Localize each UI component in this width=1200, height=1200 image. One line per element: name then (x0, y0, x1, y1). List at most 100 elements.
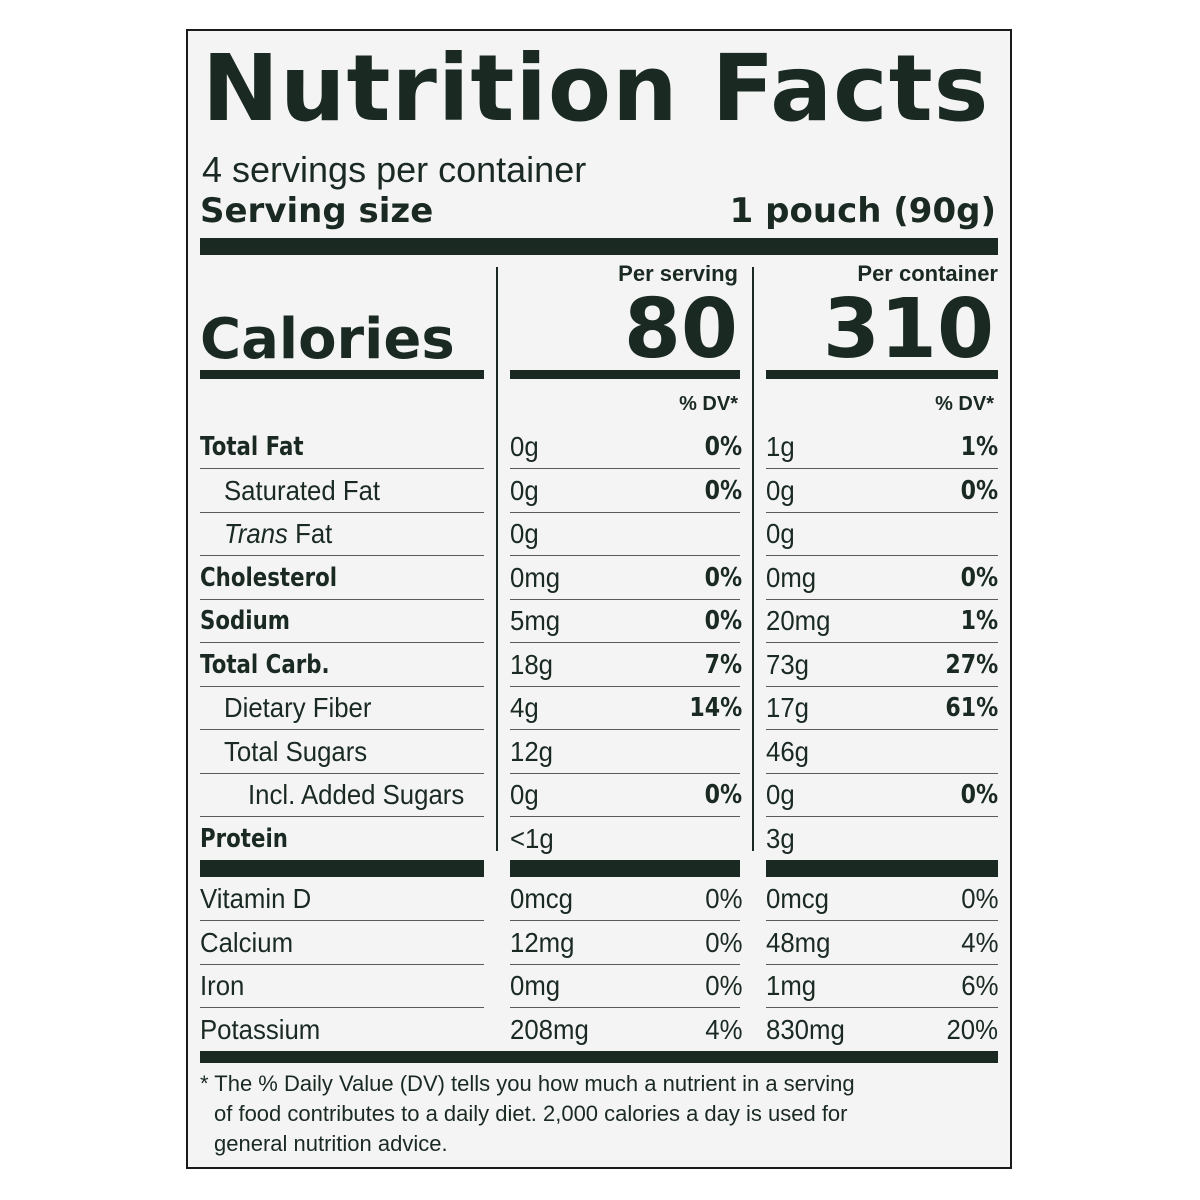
serving-dv: 7% (704, 649, 742, 680)
panel-title: Nutrition Facts (202, 35, 990, 142)
row-rule (766, 816, 998, 817)
container-amount: 48mg (766, 926, 831, 958)
nutrient-name-italic: Trans (224, 518, 288, 549)
row-rule (766, 511, 998, 513)
container-dv: 0% (960, 475, 998, 506)
container-dv: 4% (960, 926, 998, 958)
nutrient-name: Sodium (200, 606, 290, 636)
container-amount: 73g (766, 648, 809, 680)
row-rule (766, 1007, 998, 1008)
row-rule (200, 1007, 484, 1008)
row-rule (766, 685, 998, 687)
row-rule (200, 555, 484, 556)
row-rule (510, 468, 740, 469)
row-rule (510, 555, 740, 556)
vitamin-name: Potassium (200, 1013, 321, 1045)
serving-dv: 14% (689, 693, 742, 723)
vitamin-row: Potassium 208mg 4% 830mg 20% (188, 1009, 1014, 1052)
serving-dv: 0% (704, 926, 742, 958)
serving-dv: 0% (704, 780, 742, 810)
vitamin-name: Iron (200, 970, 245, 1001)
row-rule (200, 772, 484, 774)
serving-size-value: 1 pouch (90g) (729, 191, 996, 231)
nutrient-name: Dietary Fiber (224, 692, 372, 723)
row-rule (200, 598, 484, 600)
nutrient-name: Incl. Added Sugars (248, 779, 465, 810)
per-container-header: Per container (857, 261, 998, 286)
serving-amount: 5mg (510, 605, 561, 636)
row-rule (200, 729, 484, 730)
serving-amount: 0g (510, 779, 539, 810)
row-rule (766, 963, 998, 965)
serving-amount: 12mg (510, 926, 575, 958)
row-rule (510, 642, 740, 643)
row-rule (766, 772, 998, 774)
nutrient-row: Saturated Fat 0g 0% 0g 0% (188, 470, 1014, 513)
container-dv: 1% (960, 606, 998, 636)
serving-amount: 208mg (510, 1013, 589, 1045)
serving-amount: 18g (510, 648, 553, 680)
row-rule (766, 920, 998, 921)
row-rule (510, 772, 740, 774)
container-dv: 20% (946, 1013, 998, 1045)
serving-size-label: Serving size (200, 191, 434, 231)
servings-per-container: 4 servings per container (202, 149, 587, 190)
row-rule (510, 1007, 740, 1008)
row-rule (510, 511, 740, 513)
container-amount: 0g (766, 779, 795, 810)
serving-amount: 4g (510, 692, 539, 723)
row-rule (510, 920, 740, 921)
nutrient-row: Protein <1g 3g (188, 818, 1014, 861)
dv-header-container: % DV* (935, 393, 994, 415)
container-amount: 20mg (766, 605, 831, 636)
nutrient-row: Total Sugars 12g 46g (188, 731, 1014, 774)
vitamin-row: Iron 0mg 0% 1mg 6% (188, 965, 1014, 1008)
container-amount: 0mg (766, 561, 817, 593)
nutrient-name: Cholesterol (200, 562, 338, 593)
row-rule (200, 920, 484, 921)
nutrient-name: Total Fat (200, 432, 304, 462)
footnote-line: general nutrition advice. (214, 1131, 448, 1156)
nutrient-row: Sodium 5mg 0% 20mg 1% (188, 600, 1014, 643)
row-rule (766, 729, 998, 730)
container-amount: 0g (766, 474, 795, 506)
row-rule (510, 963, 740, 965)
container-dv: 0% (960, 883, 998, 914)
container-amount: 17g (766, 692, 809, 723)
nutrient-row: Incl. Added Sugars 0g 0% 0g 0% (188, 774, 1014, 817)
serving-dv: 4% (704, 1013, 742, 1045)
per-serving-header: Per serving (618, 261, 738, 286)
container-dv: 6% (960, 970, 998, 1001)
thick-divider-top (200, 238, 998, 255)
serving-amount: 0mg (510, 970, 561, 1001)
nutrient-row: Total Carb. 18g 7% 73g 27% (188, 644, 1014, 687)
row-rule (510, 816, 740, 817)
calories-label: Calories (200, 307, 455, 372)
container-amount: 830mg (766, 1013, 845, 1045)
row-rule (766, 555, 998, 556)
container-amount: 1g (766, 431, 795, 462)
calories-divider-container (766, 370, 998, 379)
serving-dv: 0% (704, 432, 742, 462)
serving-dv: 0% (704, 475, 742, 506)
serving-amount: 0g (510, 518, 539, 549)
container-amount: 0mcg (766, 883, 829, 914)
calories-per-serving: 80 (623, 282, 738, 377)
row-rule (200, 963, 484, 965)
row-rule (200, 468, 484, 469)
footnote-line: * The % Daily Value (DV) tells you how m… (200, 1071, 855, 1096)
vitamins-divider-serving (510, 860, 740, 877)
nutrient-name: Saturated Fat (224, 474, 381, 506)
column-divider-container (752, 267, 754, 851)
container-amount: 1mg (766, 970, 817, 1001)
nutrient-name: Total Carb. (200, 649, 330, 680)
vitamin-name: Vitamin D (200, 883, 312, 914)
container-dv: 1% (960, 432, 998, 462)
serving-dv: 0% (704, 970, 742, 1001)
row-rule (200, 685, 484, 687)
row-rule (510, 729, 740, 730)
container-dv: 61% (945, 693, 998, 723)
serving-dv: 0% (704, 606, 742, 636)
vitamins-divider-container (766, 860, 998, 877)
nutrient-row: Total Fat 0g 0% 1g 1% (188, 426, 1014, 469)
